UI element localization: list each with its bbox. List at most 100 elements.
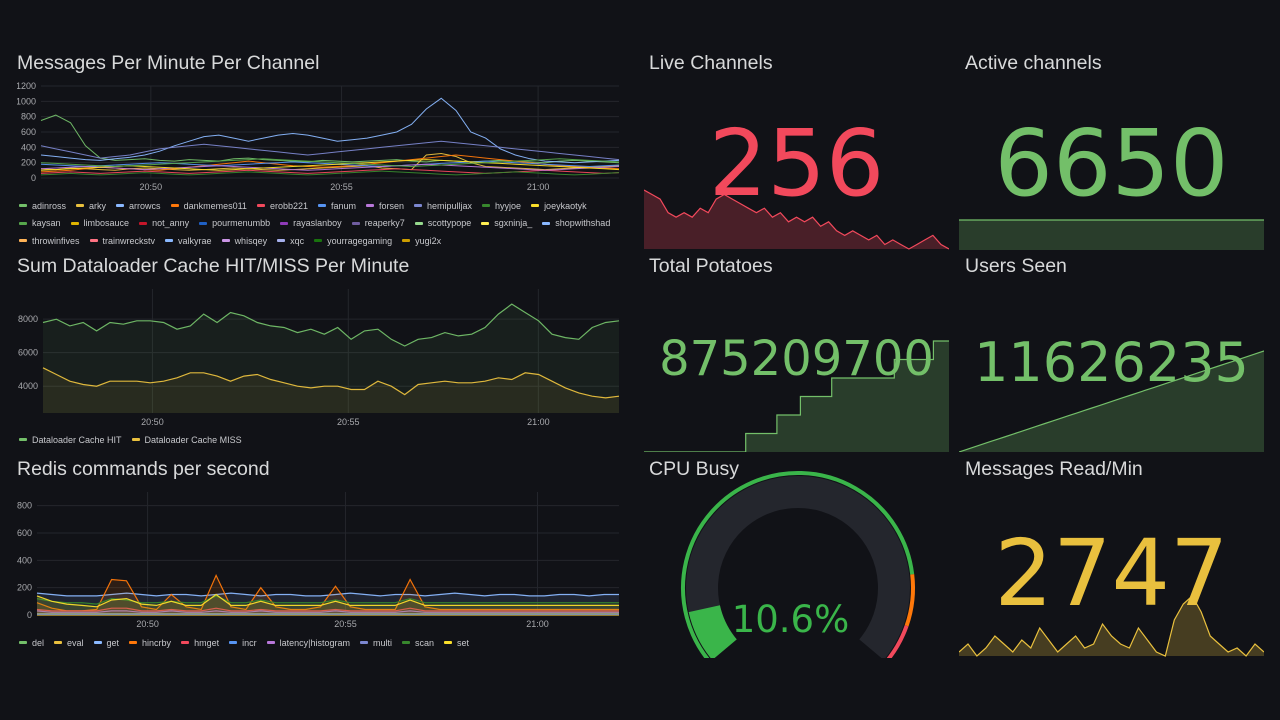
total-potatoes-value: 875209700 xyxy=(659,331,934,387)
legend-item[interactable]: fanum xyxy=(317,198,356,214)
legend-item[interactable]: sgxninja_ xyxy=(481,215,532,231)
gauge-threshold xyxy=(904,574,915,627)
legend-item[interactable]: not_anny xyxy=(139,215,189,231)
legend-item[interactable]: del xyxy=(19,635,44,651)
legend-item[interactable]: incr xyxy=(229,635,257,651)
series-line[interactable] xyxy=(36,607,619,612)
series-line[interactable] xyxy=(42,367,620,399)
series-line[interactable] xyxy=(36,610,619,613)
series-line[interactable] xyxy=(40,170,620,176)
series-area xyxy=(37,575,619,615)
panel-total-potatoes[interactable]: Total Potatoes 875209700 xyxy=(644,255,949,452)
legend-swatch xyxy=(199,221,208,225)
y-tick-label: 0 xyxy=(31,173,36,183)
panel-cpu-busy[interactable]: CPU Busy 10.6% xyxy=(644,458,949,658)
legend-item[interactable]: valkyrae xyxy=(165,233,212,249)
legend-item[interactable]: Dataloader Cache HIT xyxy=(19,432,122,448)
series-line[interactable] xyxy=(36,573,619,612)
legend-label: reaperky7 xyxy=(364,218,405,228)
series-line[interactable] xyxy=(42,303,620,347)
legend-item[interactable]: xqc xyxy=(277,233,304,249)
legend-item[interactable]: eval xyxy=(54,635,84,651)
y-tick-label: 800 xyxy=(17,501,32,511)
x-tick-label: 20:50 xyxy=(136,619,159,629)
panel-users-seen[interactable]: Users Seen 11626235 xyxy=(959,255,1264,452)
legend-swatch xyxy=(139,221,148,225)
legend-item[interactable]: scan xyxy=(401,635,434,651)
series-line[interactable] xyxy=(40,160,620,168)
x-tick-label: 21:00 xyxy=(527,417,550,427)
messages-per-minute-chart[interactable]: 0 200 400 600 800 1000 1200 20:50 20:55 21:00 xyxy=(17,80,629,225)
legend-label: hemipulljax xyxy=(427,200,473,211)
legend-swatch xyxy=(317,204,326,207)
legend-item[interactable]: multi xyxy=(359,635,392,651)
legend-item[interactable]: set xyxy=(444,635,469,651)
legend-swatch xyxy=(19,641,27,644)
legend-item[interactable]: get xyxy=(93,635,119,651)
series-line[interactable] xyxy=(40,97,620,164)
legend-item[interactable]: arky xyxy=(76,198,106,214)
legend-item[interactable]: kaysan xyxy=(19,215,61,231)
legend-item[interactable]: hyyjoe xyxy=(482,198,521,214)
legend-swatch xyxy=(89,239,98,242)
legend-label: throwinfives xyxy=(32,235,80,246)
series-line[interactable] xyxy=(40,168,620,174)
legend-item[interactable]: arrowcs xyxy=(116,198,161,214)
panel-live-channels[interactable]: Live Channels 256 xyxy=(644,52,949,250)
legend-item[interactable]: yourragegaming xyxy=(314,233,392,249)
legend-item[interactable]: scottypope xyxy=(414,215,472,231)
redis-commands-chart[interactable]: 0 200 400 600 800 20:50 20:55 21:00 xyxy=(17,488,629,660)
legend-item[interactable]: whisqey xyxy=(221,233,267,249)
legend-item[interactable]: hemipulljax xyxy=(414,198,472,214)
legend-item[interactable]: shopwithshad xyxy=(542,215,610,231)
legend-swatch xyxy=(19,239,27,242)
panel-redis-commands: Redis commands per second 0 200 400 600 800 2… xyxy=(17,458,629,658)
legend-item[interactable]: erobb221 xyxy=(256,198,308,214)
series-line[interactable] xyxy=(40,152,620,171)
legend-item[interactable]: pourmenumbb xyxy=(199,215,270,231)
panel-active-channels[interactable]: Active channels 6650 xyxy=(959,52,1264,250)
legend-label: xqc xyxy=(290,235,305,246)
legend-item[interactable]: rayaslanboy xyxy=(280,215,342,231)
legend-swatch xyxy=(401,641,410,644)
series-line[interactable] xyxy=(40,158,620,168)
legend-swatch xyxy=(256,204,265,207)
series-line[interactable] xyxy=(36,593,619,608)
sparkline-line xyxy=(959,595,1264,657)
legend-label: scottypope xyxy=(427,218,472,228)
panel-title: Live Channels xyxy=(649,52,773,74)
legend-label: pourmenumbb xyxy=(212,218,271,228)
x-tick-label: 21:00 xyxy=(526,619,549,629)
legend-item[interactable]: throwinfives xyxy=(19,233,80,249)
gauge-track xyxy=(686,475,910,658)
legend-item[interactable]: hincrby xyxy=(129,635,171,651)
legend-item[interactable]: latency|histogram xyxy=(266,635,350,651)
legend-item[interactable]: dankmemes011 xyxy=(170,198,247,214)
legend-item[interactable]: trainwreckstv xyxy=(89,233,155,249)
legend-swatch xyxy=(116,204,125,207)
y-tick-label: 600 xyxy=(17,528,32,538)
legend-item[interactable]: forsen xyxy=(366,198,404,214)
legend-item[interactable]: reaperky7 xyxy=(351,215,405,231)
legend-item[interactable]: Dataloader Cache MISS xyxy=(131,432,242,448)
legend-label: incr xyxy=(242,637,257,648)
legend-item[interactable]: adinross xyxy=(19,198,66,214)
series-line[interactable] xyxy=(40,159,620,171)
legend-swatch xyxy=(402,239,411,242)
panel-messages-read[interactable]: Messages Read/Min 2747 xyxy=(959,458,1264,658)
cache-hit-miss-chart[interactable]: 4000 6000 8000 20:50 20:55 21:00 xyxy=(17,285,629,457)
active-channels-value: 6650 xyxy=(994,110,1229,217)
legend-label: del xyxy=(32,637,45,648)
legend-item[interactable]: joeykaotyk xyxy=(531,198,587,214)
legend-item[interactable]: hmget xyxy=(181,635,219,651)
legend-item[interactable]: limbosauce xyxy=(70,215,129,231)
series-line[interactable] xyxy=(40,140,620,161)
legend-swatch xyxy=(170,204,179,207)
legend-swatch xyxy=(54,641,63,644)
y-tick-label: 4000 xyxy=(18,381,38,391)
legend-swatch xyxy=(359,641,368,644)
series-line[interactable] xyxy=(40,163,620,171)
legend-label: kaysan xyxy=(32,218,61,228)
legend-item[interactable]: yugi2x xyxy=(402,233,441,249)
legend-label: Dataloader Cache HIT xyxy=(32,434,122,445)
